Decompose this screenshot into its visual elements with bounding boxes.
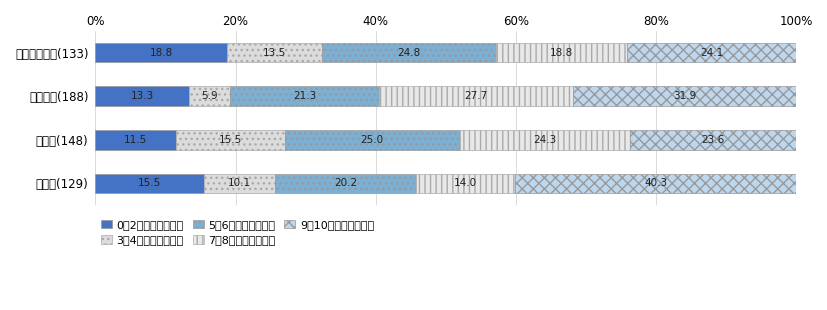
- Bar: [230, 86, 379, 106]
- Text: 21.3: 21.3: [293, 91, 316, 101]
- Bar: [514, 174, 796, 193]
- Legend: 0〜2割程度回復した, 3〜4割程度回復した, 5〜6割程度回復した, 7〜8割程度回復した, 9〜10割程度回復した: 0〜2割程度回復した, 3〜4割程度回復した, 5〜6割程度回復した, 7〜8割…: [101, 219, 374, 245]
- Text: 27.7: 27.7: [464, 91, 487, 101]
- Bar: [416, 174, 514, 193]
- Text: 23.6: 23.6: [700, 135, 724, 145]
- Text: 15.5: 15.5: [138, 179, 161, 188]
- Bar: [379, 86, 573, 106]
- Bar: [176, 130, 284, 150]
- Text: 15.5: 15.5: [218, 135, 241, 145]
- Text: 13.3: 13.3: [131, 91, 154, 101]
- Text: 14.0: 14.0: [453, 179, 476, 188]
- Text: 40.3: 40.3: [643, 179, 667, 188]
- Text: 11.5: 11.5: [124, 135, 147, 145]
- Text: 18.8: 18.8: [549, 47, 572, 58]
- Bar: [459, 130, 629, 150]
- Text: 24.3: 24.3: [533, 135, 556, 145]
- Text: 10.1: 10.1: [227, 179, 251, 188]
- Bar: [95, 130, 176, 150]
- Bar: [275, 174, 416, 193]
- Bar: [227, 43, 322, 62]
- Text: 5.9: 5.9: [201, 91, 218, 101]
- Bar: [629, 130, 795, 150]
- Bar: [95, 43, 227, 62]
- Bar: [495, 43, 627, 62]
- Text: 24.8: 24.8: [397, 47, 420, 58]
- Text: 31.9: 31.9: [673, 91, 696, 101]
- Text: 25.0: 25.0: [361, 135, 384, 145]
- Bar: [203, 174, 275, 193]
- Bar: [95, 86, 189, 106]
- Text: 13.5: 13.5: [263, 47, 286, 58]
- Bar: [284, 130, 459, 150]
- Bar: [189, 86, 230, 106]
- Bar: [627, 43, 796, 62]
- Bar: [573, 86, 796, 106]
- Text: 20.2: 20.2: [333, 179, 356, 188]
- Text: 18.8: 18.8: [150, 47, 173, 58]
- Bar: [95, 174, 203, 193]
- Bar: [322, 43, 495, 62]
- Text: 24.1: 24.1: [700, 47, 723, 58]
